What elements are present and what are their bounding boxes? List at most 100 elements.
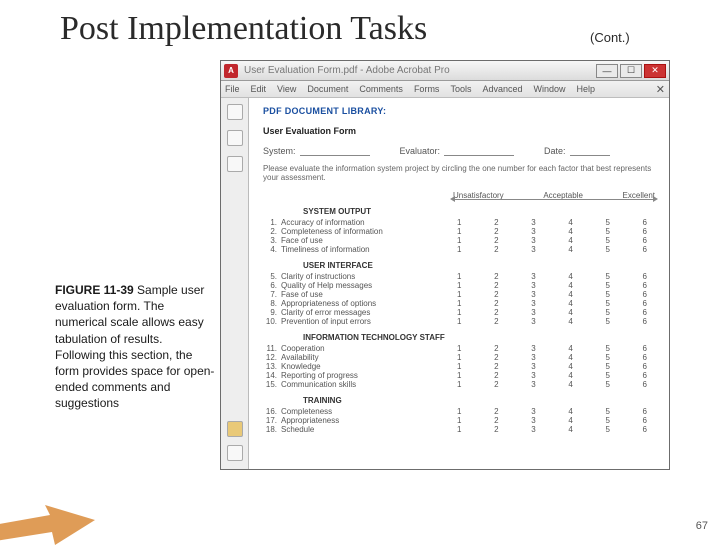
rating-value: 3 bbox=[531, 236, 535, 245]
rating-value: 5 bbox=[605, 407, 609, 416]
rating-value: 2 bbox=[494, 245, 498, 254]
rating-value: 4 bbox=[568, 299, 572, 308]
menu-forms[interactable]: Forms bbox=[414, 84, 440, 94]
table-row: 10.Prevention of input errors123456 bbox=[263, 317, 655, 326]
table-row: 3.Face of use123456 bbox=[263, 236, 655, 245]
rating-value: 2 bbox=[494, 380, 498, 389]
section-training: TRAINING bbox=[303, 396, 655, 405]
row-label: Fase of use bbox=[281, 290, 325, 299]
rating-value: 6 bbox=[643, 236, 647, 245]
row-label: Availability bbox=[281, 353, 321, 362]
row-num: 2. bbox=[263, 227, 281, 236]
form-title: User Evaluation Form bbox=[263, 126, 655, 136]
menu-view[interactable]: View bbox=[277, 84, 296, 94]
menu-edit[interactable]: Edit bbox=[251, 84, 267, 94]
comments-panel-icon[interactable] bbox=[227, 445, 243, 461]
rating-value: 1 bbox=[457, 344, 461, 353]
rating-value: 3 bbox=[531, 407, 535, 416]
row-label: Face of use bbox=[281, 236, 325, 245]
signatures-panel-icon[interactable] bbox=[227, 156, 243, 172]
rating-value: 3 bbox=[531, 362, 535, 371]
rating-value: 4 bbox=[568, 362, 572, 371]
menu-advanced[interactable]: Advanced bbox=[482, 84, 522, 94]
bookmarks-panel-icon[interactable] bbox=[227, 130, 243, 146]
rating-value: 3 bbox=[531, 227, 535, 236]
rating-value: 5 bbox=[605, 416, 609, 425]
rating-value: 1 bbox=[457, 299, 461, 308]
rating-value: 5 bbox=[605, 299, 609, 308]
row-label: Schedule bbox=[281, 425, 316, 434]
rating-value: 2 bbox=[494, 281, 498, 290]
evaluator-label: Evaluator: bbox=[400, 146, 441, 156]
rating-value: 1 bbox=[457, 245, 461, 254]
rating-value: 5 bbox=[605, 245, 609, 254]
rating-value: 5 bbox=[605, 290, 609, 299]
rating-value: 1 bbox=[457, 281, 461, 290]
rating-value: 3 bbox=[531, 218, 535, 227]
window-controls: — ☐ ✕ bbox=[596, 64, 666, 78]
menu-help[interactable]: Help bbox=[577, 84, 596, 94]
pages-panel-icon[interactable] bbox=[227, 104, 243, 120]
rating-value: 6 bbox=[643, 281, 647, 290]
close-button[interactable]: ✕ bbox=[644, 64, 666, 78]
intro-text: Please evaluate the information system p… bbox=[263, 164, 655, 182]
row-label: Clarity of instructions bbox=[281, 272, 357, 281]
rating-value: 2 bbox=[494, 299, 498, 308]
menu-window[interactable]: Window bbox=[533, 84, 565, 94]
rating-value: 5 bbox=[605, 380, 609, 389]
row-num: 14. bbox=[263, 371, 281, 380]
rating-value: 1 bbox=[457, 317, 461, 326]
rating-value: 3 bbox=[531, 380, 535, 389]
table-row: 13.Knowledge123456 bbox=[263, 362, 655, 371]
rating-value: 6 bbox=[643, 380, 647, 389]
rating-value: 1 bbox=[457, 353, 461, 362]
rating-value: 6 bbox=[643, 416, 647, 425]
row-num: 9. bbox=[263, 308, 281, 317]
menu-comments[interactable]: Comments bbox=[359, 84, 403, 94]
rating-value: 2 bbox=[494, 236, 498, 245]
rating-value: 5 bbox=[605, 425, 609, 434]
row-num: 7. bbox=[263, 290, 281, 299]
minimize-button[interactable]: — bbox=[596, 64, 618, 78]
table-row: 9.Clarity of error messages123456 bbox=[263, 308, 655, 317]
rating-value: 1 bbox=[457, 236, 461, 245]
row-num: 8. bbox=[263, 299, 281, 308]
rating-value: 3 bbox=[531, 344, 535, 353]
row-num: 12. bbox=[263, 353, 281, 362]
rating-value: 6 bbox=[643, 407, 647, 416]
rating-value: 2 bbox=[494, 416, 498, 425]
table-row: 14.Reporting of progress123456 bbox=[263, 371, 655, 380]
document-page: PDF DOCUMENT LIBRARY: User Evaluation Fo… bbox=[249, 98, 669, 469]
row-label: Quality of Help messages bbox=[281, 281, 374, 290]
row-num: 3. bbox=[263, 236, 281, 245]
window-title: User Evaluation Form.pdf - Adobe Acrobat… bbox=[244, 65, 596, 76]
rating-value: 5 bbox=[605, 344, 609, 353]
doc-close-icon[interactable]: ✕ bbox=[656, 83, 665, 96]
rating-value: 2 bbox=[494, 317, 498, 326]
row-label: Timeliness of information bbox=[281, 245, 372, 254]
menu-file[interactable]: File bbox=[225, 84, 240, 94]
rating-value: 5 bbox=[605, 362, 609, 371]
rating-value: 4 bbox=[568, 290, 572, 299]
rating-value: 6 bbox=[643, 362, 647, 371]
table-row: 4.Timeliness of information123456 bbox=[263, 245, 655, 254]
pdf-icon: A bbox=[224, 64, 238, 78]
rating-value: 6 bbox=[643, 344, 647, 353]
menu-document[interactable]: Document bbox=[307, 84, 348, 94]
table-row: 15.Communication skills123456 bbox=[263, 380, 655, 389]
page-number: 67 bbox=[696, 520, 708, 532]
rating-value: 2 bbox=[494, 227, 498, 236]
rating-value: 2 bbox=[494, 407, 498, 416]
rating-value: 5 bbox=[605, 317, 609, 326]
rating-value: 4 bbox=[568, 416, 572, 425]
maximize-button[interactable]: ☐ bbox=[620, 64, 642, 78]
rating-value: 2 bbox=[494, 344, 498, 353]
table-row: 1.Accuracy of information123456 bbox=[263, 218, 655, 227]
section-user-interface: USER INTERFACE bbox=[303, 261, 655, 270]
row-label: Completeness bbox=[281, 407, 334, 416]
menu-tools[interactable]: Tools bbox=[450, 84, 471, 94]
rating-value: 3 bbox=[531, 353, 535, 362]
table-row: 17.Appropriateness123456 bbox=[263, 416, 655, 425]
rating-value: 4 bbox=[568, 425, 572, 434]
attachments-panel-icon[interactable] bbox=[227, 421, 243, 437]
